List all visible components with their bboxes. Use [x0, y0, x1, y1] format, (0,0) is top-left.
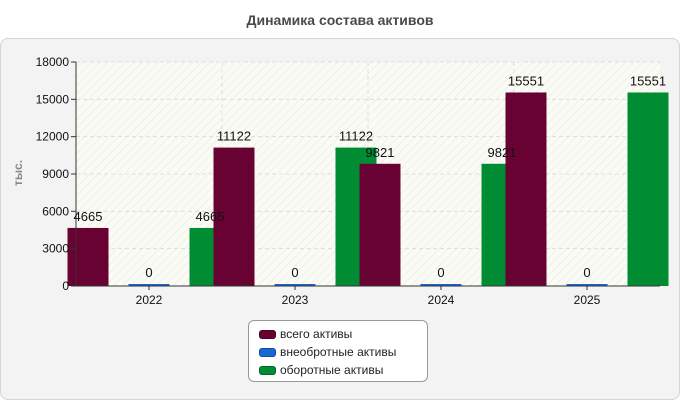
data-label: 11122 [339, 129, 373, 144]
data-label: 15551 [508, 73, 544, 88]
x-tick-label: 2022 [136, 293, 163, 307]
bar [420, 284, 462, 286]
data-label: 9821 [366, 145, 395, 160]
legend-label: внеобротные активы [280, 345, 397, 359]
bar [359, 163, 401, 286]
legend-swatch [259, 329, 276, 339]
data-label: 9821 [488, 145, 517, 160]
data-label: 4665 [74, 209, 103, 224]
bar [274, 284, 316, 286]
legend-item-noncurrent: внеобротные активы [259, 343, 427, 361]
bar [128, 284, 170, 286]
legend-swatch [259, 365, 276, 375]
chart-title: Динамика состава активов [246, 12, 434, 28]
y-tick-label: 0 [62, 279, 69, 293]
y-tick-label: 6000 [42, 204, 69, 218]
bar [627, 92, 669, 287]
chart-legend: всего активы внеобротные активы оборотны… [248, 320, 428, 382]
data-label: 4665 [196, 209, 225, 224]
data-label: 0 [583, 265, 590, 280]
legend-label: оборотные активы [280, 363, 384, 377]
data-label: 0 [291, 265, 298, 280]
y-tick-label: 12000 [36, 130, 70, 144]
legend-item-current: оборотные активы [259, 361, 427, 379]
legend-item-total: всего активы [259, 325, 427, 343]
legend-swatch [259, 347, 276, 357]
legend-label: всего активы [280, 327, 353, 341]
y-tick-label: 9000 [42, 167, 69, 181]
bar [505, 92, 547, 287]
bar [67, 227, 109, 286]
y-tick-label: 15000 [36, 92, 70, 106]
x-tick-label: 2023 [282, 293, 309, 307]
y-axis-label: тыс. [11, 160, 25, 186]
data-label: 11122 [217, 129, 251, 144]
bar [213, 147, 255, 286]
data-label: 0 [437, 265, 444, 280]
y-tick-label: 18000 [36, 55, 70, 69]
data-label: 15551 [630, 73, 666, 88]
data-label: 0 [145, 265, 152, 280]
x-tick-label: 2024 [428, 293, 455, 307]
bar [566, 284, 608, 286]
y-tick-label: 3000 [42, 242, 69, 256]
x-tick-label: 2025 [574, 293, 601, 307]
